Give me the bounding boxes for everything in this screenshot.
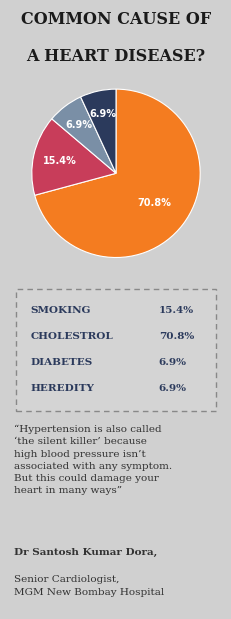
- Text: 15.4%: 15.4%: [158, 306, 193, 315]
- Text: A HEART DISEASE?: A HEART DISEASE?: [26, 48, 205, 65]
- FancyBboxPatch shape: [16, 288, 215, 411]
- Text: 70.8%: 70.8%: [137, 198, 171, 208]
- Wedge shape: [32, 119, 116, 195]
- Text: CHOLESTROL: CHOLESTROL: [30, 332, 113, 341]
- Text: 6.9%: 6.9%: [158, 384, 186, 393]
- Text: 15.4%: 15.4%: [43, 156, 77, 166]
- Text: HEREDITY: HEREDITY: [30, 384, 94, 393]
- Wedge shape: [80, 89, 116, 173]
- Text: Dr Santosh Kumar Dora,: Dr Santosh Kumar Dora,: [13, 548, 156, 556]
- Text: Senior Cardiologist,
MGM New Bombay Hospital: Senior Cardiologist, MGM New Bombay Hosp…: [13, 576, 163, 597]
- Text: 70.8%: 70.8%: [158, 332, 193, 341]
- Text: COMMON CAUSE OF: COMMON CAUSE OF: [21, 11, 210, 28]
- Text: SMOKING: SMOKING: [30, 306, 91, 315]
- Text: 6.9%: 6.9%: [89, 109, 116, 119]
- Wedge shape: [52, 97, 116, 173]
- Text: 6.9%: 6.9%: [66, 120, 92, 130]
- Text: DIABETES: DIABETES: [30, 358, 92, 367]
- Text: “Hypertension is also called
‘the silent killer’ because
high blood pressure isn: “Hypertension is also called ‘the silent…: [13, 425, 171, 495]
- Text: 6.9%: 6.9%: [158, 358, 186, 367]
- Wedge shape: [35, 89, 199, 258]
